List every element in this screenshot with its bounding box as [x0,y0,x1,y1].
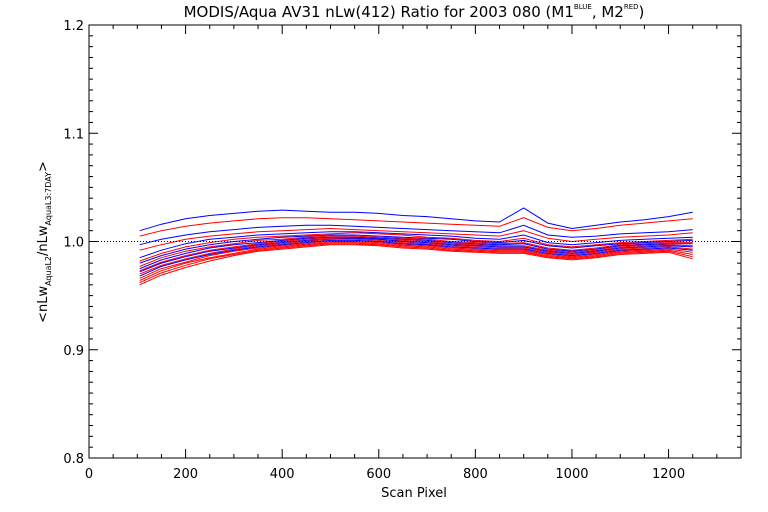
ylabel-sub-l3: AquaL3:7DAY [44,172,53,226]
x-tick-label-1000: 1000 [555,467,588,482]
ylabel-open: <nLw [36,286,51,323]
axis-tick-labels: 0 200 400 600 800 1000 1200 0.8 0.9 1.0 1.1 1.2 [63,19,685,482]
series-line-9 [139,236,693,270]
series-line-10 [139,237,693,272]
ylabel-close: > [36,161,51,172]
axis-ticks [88,24,741,459]
series-lines [139,207,693,286]
series-line-15 [139,242,693,281]
series-line-13 [139,239,693,277]
title-sup-red: RED [624,3,639,11]
title-main: MODIS/Aqua AV31 nLw(412) Ratio for 2003 … [184,3,574,21]
y-tick-label-0: 0.8 [63,452,84,467]
x-tick-label-400: 400 [270,467,295,482]
x-tick-label-200: 200 [173,467,198,482]
x-tick-label-0: 0 [85,467,93,482]
series-line-7 [139,234,693,264]
series-line-12 [139,238,693,275]
title-end: ) [639,3,645,21]
y-tick-label-3: 1.1 [63,127,84,142]
series-line-11 [139,237,693,273]
title-mid: , M2 [592,3,624,21]
ylabel-sub-l2: AquaL2 [44,256,53,286]
x-tick-label-600: 600 [366,467,391,482]
x-axis-label: Scan Pixel [381,486,447,501]
y-tick-label-2: 1.0 [63,236,84,251]
series-line-8 [139,235,693,267]
series-line-16 [139,243,693,284]
series-line-1 [139,207,693,232]
x-tick-label-800: 800 [463,467,488,482]
series-line-14 [139,241,693,279]
y-axis-label: <nLwAquaL2/nLwAquaL3:7DAY> [36,161,53,323]
series-line-5 [139,231,693,259]
series-line-3 [139,224,693,246]
y-tick-label-4: 1.2 [63,19,84,34]
series-line-4 [139,227,693,251]
title-sup-blue: BLUE [574,3,592,11]
series-line-2 [139,217,693,237]
x-tick-label-1200: 1200 [652,467,685,482]
y-tick-label-1: 0.9 [63,344,84,359]
chart-title: MODIS/Aqua AV31 nLw(412) Ratio for 2003 … [184,3,645,21]
series-line-17 [139,244,693,286]
ylabel-mid: /nLw [36,225,51,256]
series-line-6 [139,232,693,262]
